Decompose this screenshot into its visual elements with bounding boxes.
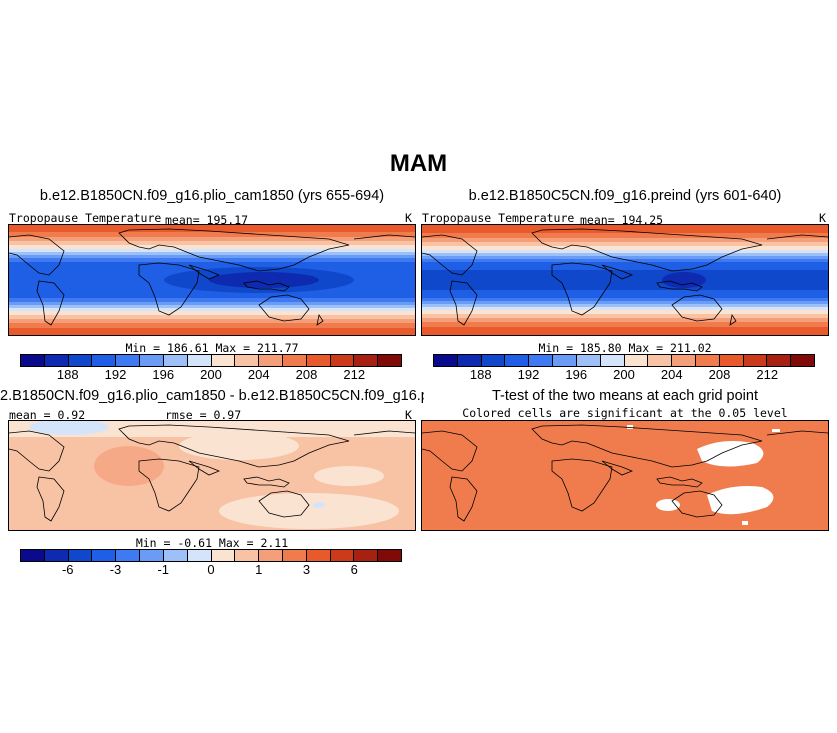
panel2-field <box>422 225 828 335</box>
colorbar-swatch <box>187 355 212 366</box>
colorbar-swatch <box>378 550 401 561</box>
colorbar-tick-label: 192 <box>104 367 127 382</box>
colorbar-swatch <box>68 550 93 561</box>
panel3-colorbar <box>20 549 402 562</box>
colorbar-swatch <box>116 550 141 561</box>
colorbar-swatch <box>44 550 69 561</box>
panel4-title: T-test of the two means at each grid poi… <box>492 388 758 404</box>
panel1-minmax: Min = 186.61 Max = 211.77 <box>125 341 299 355</box>
colorbar-swatch <box>306 550 331 561</box>
colorbar-swatch <box>259 550 283 561</box>
panel4-field <box>422 421 828 530</box>
colorbar-swatch <box>672 355 696 366</box>
colorbar-tick-label: 3 <box>302 562 311 577</box>
panel1-field <box>9 225 415 335</box>
colorbar-tick-label: 6 <box>350 562 358 577</box>
panel3-minmax: Min = -0.61 Max = 2.11 <box>135 536 289 550</box>
panel3-map <box>8 420 416 531</box>
colorbar-tick-label: 212 <box>343 367 366 382</box>
colorbar-tick-label: 1 <box>255 562 263 577</box>
panel2-variable-label: Tropopause Temperature <box>422 211 575 225</box>
colorbar-swatch <box>92 550 117 561</box>
colorbar-swatch <box>648 355 673 366</box>
colorbar-swatch <box>68 355 93 366</box>
colorbar-swatch <box>282 550 307 561</box>
colorbar-tick-label: -3 <box>109 562 122 577</box>
colorbar-tick-label: 196 <box>565 367 588 382</box>
panel1-colorbar <box>20 354 402 367</box>
panel4-subtitle: Colored cells are significant at the 0.0… <box>462 406 788 420</box>
colorbar-tick-label: 204 <box>660 367 683 382</box>
colorbar-tick-label: -1 <box>157 562 170 577</box>
panel2-map <box>421 224 829 336</box>
colorbar-swatch <box>211 550 236 561</box>
colorbar-swatch <box>306 355 331 366</box>
colorbar-swatch <box>259 355 283 366</box>
panel2-mean: mean= 194.25 <box>580 213 664 227</box>
panel1-mean: mean= 195.17 <box>165 213 249 227</box>
panel2-minmax: Min = 185.80 Max = 211.02 <box>538 341 712 355</box>
colorbar-swatch <box>116 355 141 366</box>
figure-title: MAM <box>389 150 448 177</box>
colorbar-swatch <box>235 550 260 561</box>
colorbar-tick-label: 200 <box>200 367 222 382</box>
colorbar-swatch <box>163 550 188 561</box>
colorbar-swatch <box>354 550 379 561</box>
colorbar-swatch <box>163 355 188 366</box>
colorbar-swatch <box>211 355 236 366</box>
panel4-map <box>421 420 829 531</box>
colorbar-swatch <box>21 355 45 366</box>
colorbar-swatch <box>187 550 212 561</box>
colorbar-swatch <box>743 355 768 366</box>
colorbar-tick-label: -6 <box>61 562 74 577</box>
colorbar-swatch <box>330 355 355 366</box>
colorbar-tick-label: 200 <box>613 367 635 382</box>
colorbar-tick-label: 192 <box>517 367 540 382</box>
colorbar-swatch <box>140 355 164 366</box>
colorbar-swatch <box>21 550 45 561</box>
panel1-variable-label: Tropopause Temperature <box>9 211 162 225</box>
colorbar-swatch <box>282 355 307 366</box>
colorbar-swatch <box>434 355 458 366</box>
colorbar-swatch <box>624 355 649 366</box>
colorbar-swatch <box>600 355 625 366</box>
panel2-title: b.e12.B1850C5CN.f09_g16.preind (yrs 601-… <box>468 188 782 204</box>
panel3-mean: mean = 0.92 <box>9 408 86 422</box>
panel1-units: K <box>405 211 412 225</box>
colorbar-tick-label: 188 <box>469 367 492 382</box>
colorbar-swatch <box>695 355 720 366</box>
colorbar-tick-label: 208 <box>295 367 318 382</box>
colorbar-swatch <box>505 355 530 366</box>
colorbar-tick-label: 212 <box>756 367 779 382</box>
colorbar-swatch <box>378 355 401 366</box>
colorbar-swatch <box>92 355 117 366</box>
colorbar-swatch <box>481 355 506 366</box>
panel3-rmse: rmse = 0.97 <box>165 408 242 422</box>
colorbar-tick-label: 0 <box>207 562 215 577</box>
panel1-title: b.e12.B1850CN.f09_g16.plio_cam1850 (yrs … <box>39 188 385 204</box>
panel2-units: K <box>819 211 826 225</box>
colorbar-swatch <box>553 355 577 366</box>
panel3-title: 2.B1850CN.f09_g16.plio_cam1850 - b.e12.B… <box>0 388 424 404</box>
colorbar-swatch <box>140 550 164 561</box>
colorbar-tick-label: 204 <box>247 367 270 382</box>
colorbar-tick-label: 208 <box>708 367 731 382</box>
panel2-colorbar <box>433 354 815 367</box>
colorbar-swatch <box>529 355 554 366</box>
colorbar-swatch <box>330 550 355 561</box>
panel3-units: K <box>405 408 412 422</box>
colorbar-swatch <box>576 355 601 366</box>
colorbar-swatch <box>354 355 379 366</box>
colorbar-swatch <box>457 355 482 366</box>
panel3-field <box>9 421 415 530</box>
colorbar-tick-label: 196 <box>152 367 175 382</box>
colorbar-swatch <box>235 355 260 366</box>
panel1-map <box>8 224 416 336</box>
colorbar-swatch <box>44 355 69 366</box>
colorbar-swatch <box>767 355 792 366</box>
colorbar-swatch <box>791 355 814 366</box>
colorbar-swatch <box>719 355 744 366</box>
colorbar-tick-label: 188 <box>56 367 79 382</box>
